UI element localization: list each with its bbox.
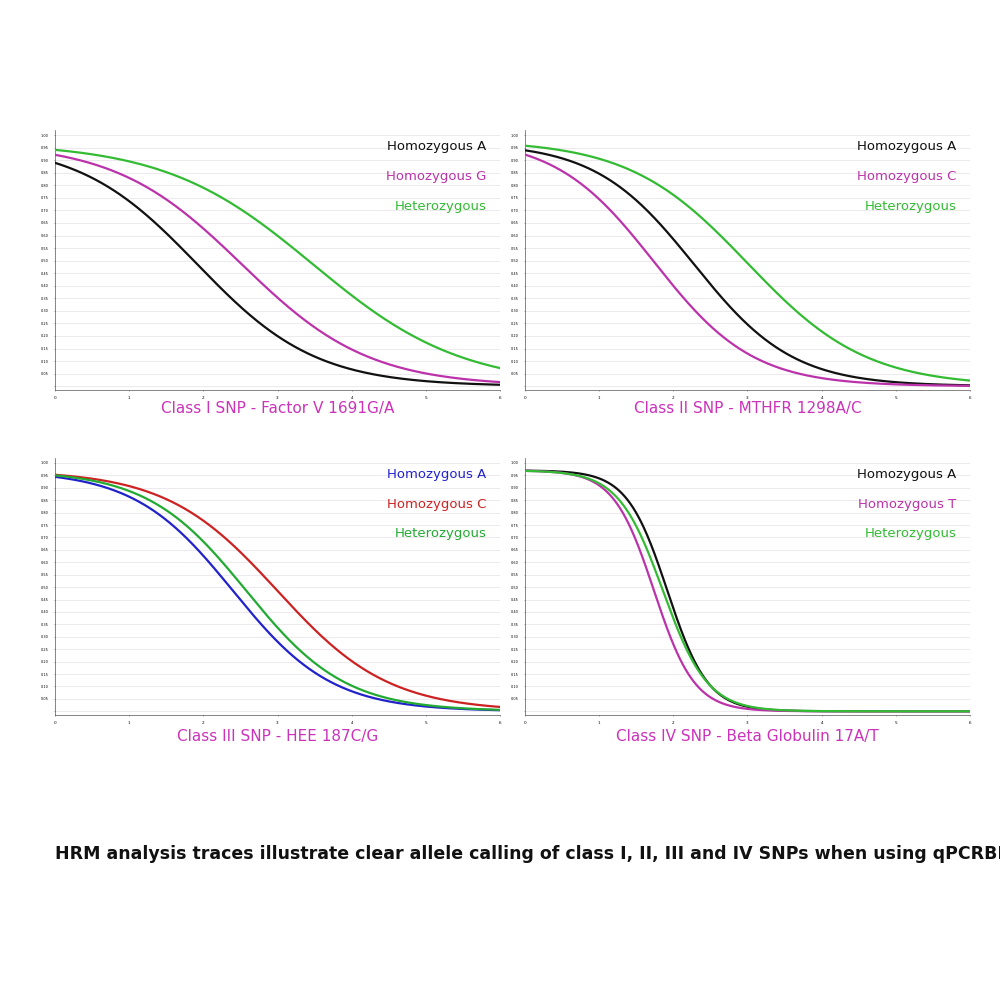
Text: Class II SNP - MTHFR 1298A/C: Class II SNP - MTHFR 1298A/C [634, 401, 861, 416]
Text: Homozygous A: Homozygous A [857, 140, 957, 153]
Text: Class IV SNP - Beta Globulin 17A/T: Class IV SNP - Beta Globulin 17A/T [616, 728, 879, 744]
Text: Homozygous C: Homozygous C [387, 498, 487, 511]
Text: Homozygous A: Homozygous A [387, 468, 487, 481]
Text: HRM analysis traces illustrate clear allele calling of class I, II, III and IV S: HRM analysis traces illustrate clear all… [55, 845, 1000, 863]
Text: Heterozygous: Heterozygous [865, 527, 957, 540]
Text: Heterozygous: Heterozygous [395, 200, 487, 213]
Text: Class I SNP - Factor V 1691G/A: Class I SNP - Factor V 1691G/A [161, 401, 394, 416]
Text: Heterozygous: Heterozygous [395, 527, 487, 540]
Text: Heterozygous: Heterozygous [865, 200, 957, 213]
Text: Homozygous C: Homozygous C [857, 170, 957, 183]
Text: Class III SNP - HEE 187C/G: Class III SNP - HEE 187C/G [177, 728, 378, 744]
Text: Homozygous A: Homozygous A [857, 468, 957, 481]
Text: Homozygous G: Homozygous G [386, 170, 487, 183]
Text: Homozygous A: Homozygous A [387, 140, 487, 153]
Text: Homozygous T: Homozygous T [858, 498, 957, 511]
